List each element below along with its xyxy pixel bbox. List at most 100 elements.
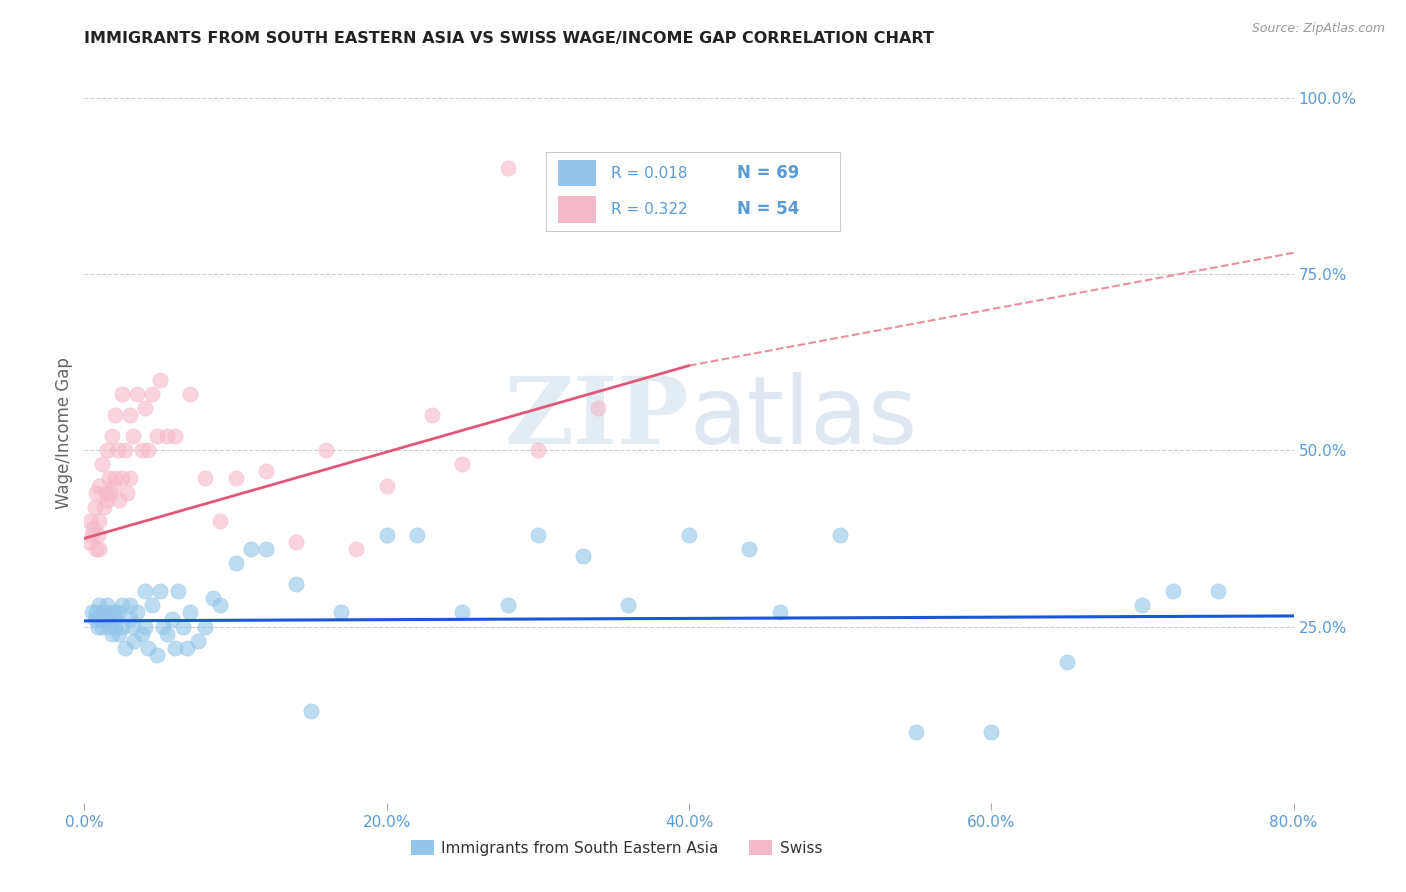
Point	[98, 485, 121, 500]
Text: ZIP: ZIP	[505, 373, 689, 463]
Point	[375, 478, 398, 492]
Legend: Immigrants from South Eastern Asia, Swiss: Immigrants from South Eastern Asia, Swis…	[405, 834, 828, 862]
Point	[86, 541, 108, 556]
Point	[254, 464, 277, 478]
Point	[101, 478, 124, 492]
Point	[678, 528, 700, 542]
Point	[406, 528, 429, 542]
Point	[1161, 584, 1184, 599]
Point	[121, 429, 143, 443]
Point	[149, 373, 172, 387]
Point	[111, 599, 134, 613]
Point	[136, 443, 159, 458]
Point	[111, 619, 134, 633]
Point	[194, 471, 217, 485]
Point	[96, 443, 118, 458]
Point	[285, 577, 308, 591]
Point	[96, 612, 118, 626]
Point	[80, 606, 103, 620]
Point	[104, 619, 127, 633]
Text: R = 0.322: R = 0.322	[612, 202, 688, 217]
Point	[160, 612, 183, 626]
Point	[104, 612, 127, 626]
Point	[87, 619, 110, 633]
Text: IMMIGRANTS FROM SOUTH EASTERN ASIA VS SWISS WAGE/INCOME GAP CORRELATION CHART: IMMIGRANTS FROM SOUTH EASTERN ASIA VS SW…	[84, 31, 934, 46]
Point	[315, 443, 337, 458]
Point	[179, 387, 201, 401]
Point	[141, 387, 163, 401]
Point	[141, 599, 163, 613]
Point	[118, 471, 141, 485]
Point	[127, 606, 149, 620]
Point	[527, 528, 550, 542]
Point	[134, 401, 156, 415]
Point	[165, 429, 187, 443]
Point	[118, 599, 141, 613]
Point	[96, 492, 118, 507]
Point	[769, 606, 792, 620]
Point	[375, 528, 398, 542]
Point	[146, 429, 169, 443]
Point	[87, 528, 110, 542]
Point	[94, 485, 117, 500]
Point	[118, 408, 141, 422]
Point	[111, 387, 134, 401]
Point	[91, 606, 114, 620]
Point	[194, 619, 217, 633]
Point	[114, 640, 136, 655]
Text: atlas: atlas	[689, 372, 917, 464]
Point	[346, 541, 368, 556]
Point	[82, 521, 104, 535]
Point	[91, 619, 114, 633]
Point	[97, 471, 120, 485]
Point	[146, 648, 169, 662]
Text: Source: ZipAtlas.com: Source: ZipAtlas.com	[1251, 22, 1385, 36]
Point	[285, 535, 308, 549]
Point	[225, 556, 247, 570]
Point	[86, 606, 108, 620]
Point	[79, 514, 101, 528]
Point	[104, 471, 127, 485]
Point	[588, 401, 610, 415]
Point	[451, 458, 474, 472]
Point	[738, 541, 761, 556]
Point	[179, 606, 201, 620]
Point	[225, 471, 247, 485]
Point	[152, 619, 174, 633]
Point	[496, 161, 519, 176]
Text: N = 69: N = 69	[738, 164, 800, 182]
Point	[100, 429, 122, 443]
Point	[254, 541, 277, 556]
Point	[187, 633, 209, 648]
Point	[496, 599, 519, 613]
Point	[209, 514, 232, 528]
Point	[91, 458, 114, 472]
Point	[176, 640, 198, 655]
Point	[89, 514, 111, 528]
Bar	[558, 160, 596, 186]
Point	[156, 626, 179, 640]
Point	[980, 725, 1002, 739]
Point	[104, 606, 127, 620]
Point	[86, 485, 108, 500]
Point	[165, 640, 187, 655]
Point	[527, 443, 550, 458]
Point	[108, 492, 131, 507]
Point	[80, 528, 103, 542]
Point	[1056, 655, 1078, 669]
Point	[89, 612, 111, 626]
Point	[98, 606, 121, 620]
Point	[572, 549, 595, 563]
Point	[239, 541, 262, 556]
Point	[156, 429, 179, 443]
Point	[89, 478, 111, 492]
Point	[136, 640, 159, 655]
Point	[121, 619, 143, 633]
Point	[1130, 599, 1153, 613]
Point	[131, 443, 153, 458]
Point	[107, 606, 129, 620]
Point	[77, 535, 100, 549]
Point	[89, 599, 111, 613]
Point	[904, 725, 927, 739]
Point	[830, 528, 852, 542]
